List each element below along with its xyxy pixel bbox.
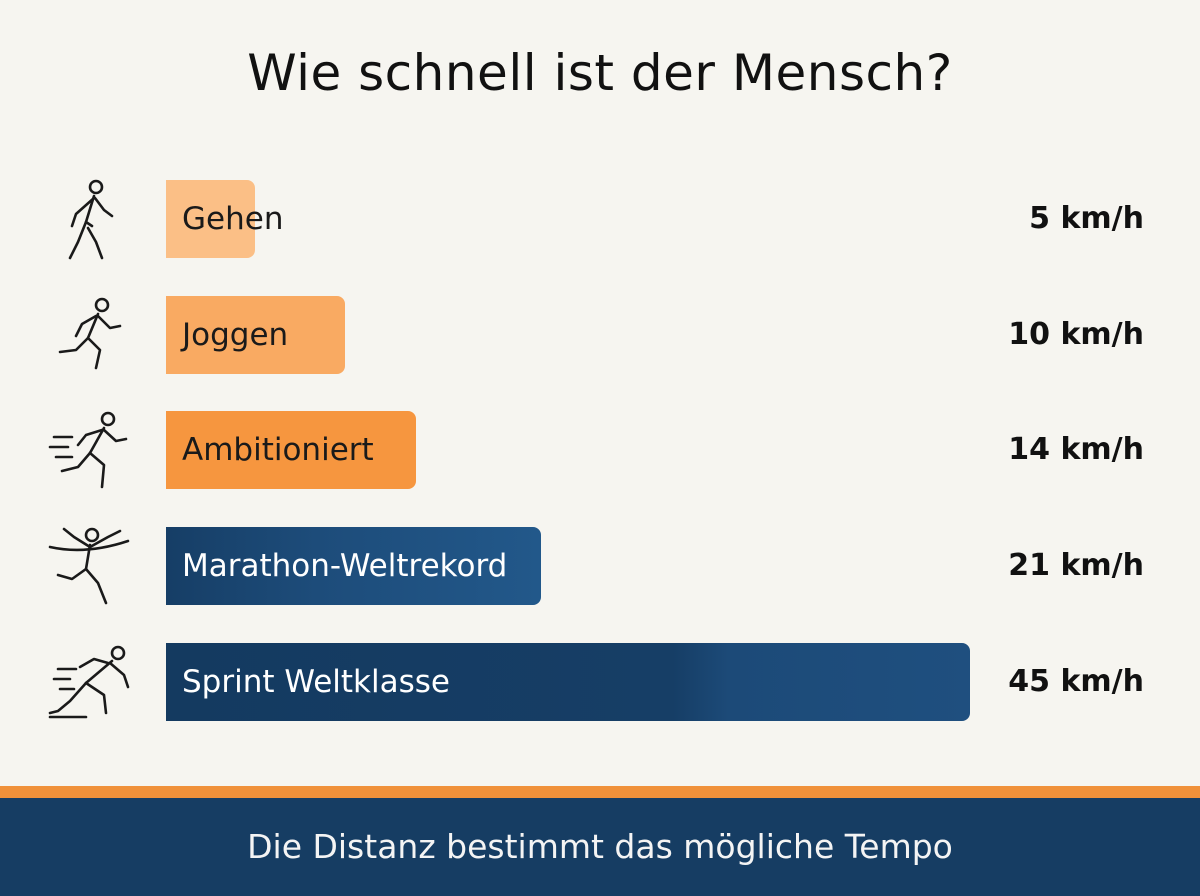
running-person-icon xyxy=(46,407,132,493)
value-label: 5 km/h xyxy=(1029,201,1144,236)
value-label: 14 km/h xyxy=(1008,432,1144,467)
page-title: Wie schnell ist der Mensch? xyxy=(247,44,953,102)
footer-text: Die Distanz bestimmt das mögliche Tempo xyxy=(247,827,953,866)
bar xyxy=(166,643,970,721)
bar-row: Marathon-Weltrekord 21 km/h xyxy=(0,527,1200,605)
footer-accent-line xyxy=(0,786,1200,798)
bar-row: Gehen 5 km/h xyxy=(0,179,1200,260)
bar xyxy=(166,180,255,258)
finish-line-runner-icon xyxy=(46,523,132,609)
bar xyxy=(166,411,416,489)
sprint-start-runner-icon xyxy=(46,639,132,725)
bar-label: Ambitioniert xyxy=(182,432,374,468)
bar xyxy=(166,296,345,374)
bar-chart: Gehen 5 km/h Joggen 10 km/h Ambitioniert 14 k… xyxy=(0,179,1200,721)
value-label: 21 km/h xyxy=(1008,548,1144,583)
value-label: 45 km/h xyxy=(1008,664,1144,699)
bar-row: Joggen 10 km/h xyxy=(0,296,1200,374)
bar-label: Joggen xyxy=(182,317,289,353)
bar-label: Sprint Weltklasse xyxy=(182,664,450,700)
bar-row: Sprint Weltklasse 45 km/h xyxy=(0,643,1200,721)
bar-label: Gehen xyxy=(182,201,284,237)
bar xyxy=(166,527,541,605)
bar-row: Ambitioniert 14 km/h xyxy=(0,411,1200,489)
bar-label: Marathon-Weltrekord xyxy=(182,548,508,584)
jogging-person-icon xyxy=(46,292,132,378)
footer-banner: Die Distanz bestimmt das mögliche Tempo xyxy=(0,798,1200,896)
walking-person-icon xyxy=(46,176,132,262)
value-label: 10 km/h xyxy=(1008,317,1144,352)
